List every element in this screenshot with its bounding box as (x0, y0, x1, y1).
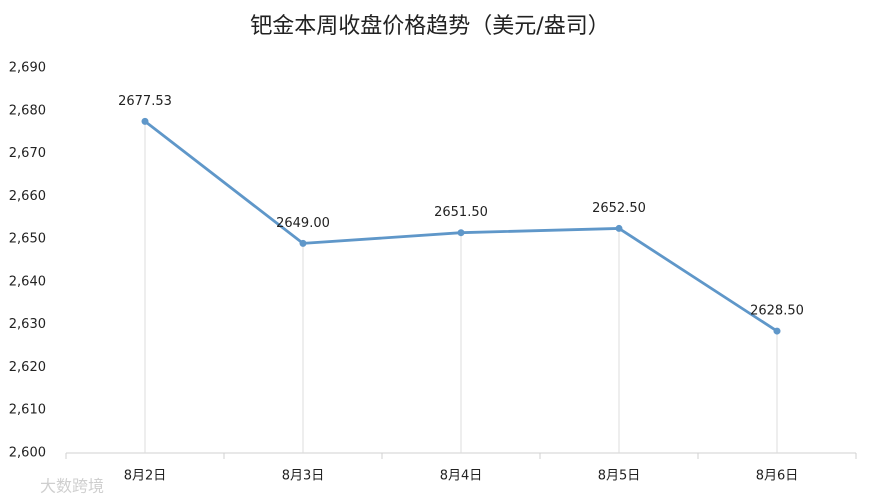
x-tick-label: 8月5日 (598, 469, 641, 484)
y-tick-label: 2,620 (9, 360, 46, 375)
point (615, 224, 623, 232)
y-tick-label: 2,670 (9, 146, 46, 161)
y-tick-label: 2,600 (9, 446, 46, 461)
data-label: 2651.50 (434, 205, 488, 220)
data-label: 2652.50 (592, 201, 646, 216)
y-tick-label: 2,660 (9, 189, 46, 204)
x-tick-label: 8月6日 (756, 469, 799, 484)
point (299, 239, 307, 247)
y-tick-label: 2,610 (9, 403, 46, 418)
data-label: 2649.00 (276, 216, 330, 231)
point (773, 327, 781, 335)
chart-title: 钯金本周收盘价格趋势（美元/盎司） (250, 14, 609, 39)
y-tick-label: 2,650 (9, 232, 46, 247)
watermark: 大数跨境 (40, 477, 104, 496)
data-label: 2677.53 (118, 94, 172, 109)
data-label: 2628.50 (750, 304, 804, 319)
y-tick-label: 2,680 (9, 103, 46, 118)
y-tick-label: 2,690 (9, 61, 46, 76)
y-tick-label: 2,640 (9, 274, 46, 289)
point (457, 229, 465, 237)
point (141, 117, 149, 125)
x-tick-label: 8月4日 (440, 469, 483, 484)
y-tick-label: 2,630 (9, 317, 46, 332)
x-tick-label: 8月2日 (124, 469, 167, 484)
x-tick-label: 8月3日 (282, 469, 325, 484)
